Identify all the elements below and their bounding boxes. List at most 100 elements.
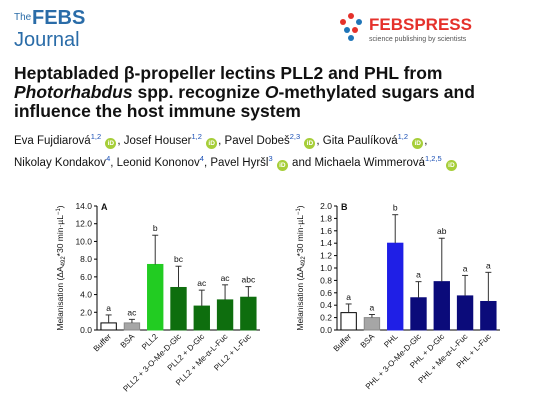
journal-name-label: Journal — [14, 29, 80, 51]
y-label-rest: *30 min·µL — [55, 215, 65, 257]
significance-letter: b — [393, 203, 398, 213]
category-label: BSA — [119, 332, 137, 350]
y-tick-label: 0.4 — [320, 300, 332, 310]
bar — [410, 297, 427, 331]
author-name: Eva Fujdiarová — [14, 134, 91, 147]
y-tick-label: 1.4 — [320, 238, 332, 248]
author-list: Eva Fujdiarová1,2 iD, Josef Houser1,2 iD… — [14, 128, 544, 172]
title-line-3: influence the host immune system — [14, 101, 301, 121]
author-separator: , — [218, 134, 225, 147]
orcid-icon[interactable]: iD — [276, 159, 288, 171]
author-affiliation: 4 — [106, 153, 111, 163]
bar — [480, 300, 497, 331]
significance-letter: a — [346, 292, 351, 302]
febs-press-dots-icon — [340, 13, 362, 41]
title-line-2a: spp. recognize — [132, 82, 265, 102]
author-separator: , — [203, 156, 211, 169]
author-affiliation: 3 — [268, 153, 273, 163]
orcid-icon[interactable]: iD — [412, 137, 424, 149]
bar — [170, 286, 187, 331]
journal-the-label: The — [14, 12, 32, 23]
bar — [240, 296, 257, 331]
title-line-2b: -methylated sugars and — [278, 82, 475, 102]
author-name: Michaela Wimmerová — [314, 156, 425, 169]
y-tick-label: 6.0 — [80, 272, 92, 282]
orcid-icon[interactable]: iD — [206, 137, 218, 149]
category-label: PLL2 — [140, 332, 160, 352]
y-axis-label: Melanisation (ΔA492*30 min·µL−1) — [55, 205, 67, 330]
y-axis-label: Melanisation (ΔA492*30 min·µL−1) — [295, 205, 307, 330]
significance-letter: a — [106, 303, 111, 313]
chart-panel-b: 0.0 0.2 0.4 0.6 0.8 1.0 1.2 1.4 1.6 1.8 2.0 B Melani… — [295, 201, 500, 391]
author-separator: , — [117, 134, 124, 147]
y-tick-label: 8.0 — [80, 254, 92, 264]
title-genus: Photorhabdus — [14, 82, 133, 102]
category-label: PHL — [382, 332, 400, 350]
bar — [147, 263, 164, 331]
febs-press-tagline: science publishing by scientists — [369, 36, 467, 43]
chart-panel-a: 0.0 2.0 4.0 6.0 8.0 10.0 12.0 14.0 A Melanisation… — [55, 201, 260, 394]
author-affiliation: 1,2 — [191, 132, 202, 141]
y-tick-label: 1.0 — [320, 263, 332, 273]
bar — [123, 322, 141, 331]
author-separator: and — [288, 156, 315, 169]
panel-label: B — [341, 202, 348, 212]
author-name: Nikolay Kondakov — [14, 156, 107, 169]
significance-letter: a — [463, 263, 468, 273]
bar — [100, 322, 117, 331]
y-tick-label: 1.2 — [320, 251, 332, 261]
y-label-subscript: 492 — [61, 256, 67, 267]
y-tick-label: 1.6 — [320, 226, 332, 236]
category-label: Buffer — [92, 332, 114, 354]
y-tick-label: 2.0 — [320, 201, 332, 211]
title-line-1: Heptabladed β-propeller lectins PLL2 and… — [14, 63, 443, 83]
author-name: Josef Houser — [123, 134, 192, 147]
bar — [340, 312, 357, 331]
y-tick-label: 0.6 — [320, 288, 332, 298]
bar — [456, 295, 474, 331]
significance-letter: a — [486, 260, 491, 270]
y-tick-label: 0.0 — [320, 325, 332, 335]
author-affiliation: 2,3 — [289, 132, 301, 141]
y-label-end: ) — [55, 205, 65, 208]
author-separator: , — [424, 134, 428, 147]
y-tick-label: 1.8 — [320, 213, 332, 223]
title-o-italic: O — [264, 82, 279, 102]
significance-letter: a — [370, 303, 375, 313]
orcid-icon[interactable]: iD — [304, 137, 316, 149]
orcid-icon[interactable]: iD — [105, 137, 117, 149]
author-name: Pavel Hyršl — [210, 156, 269, 169]
y-tick-label: 0.2 — [320, 313, 332, 323]
febs-press-wordmark: FEBSPRESS — [369, 15, 472, 34]
significance-letter: ac — [127, 307, 137, 317]
article-title: Heptabladed β-propeller lectins PLL2 and… — [14, 64, 544, 121]
significance-letter: b — [153, 223, 158, 233]
y-label-subscript: 492 — [301, 256, 307, 267]
author-affiliation: 1,2 — [397, 132, 409, 141]
orcid-icon[interactable]: iD — [445, 159, 457, 171]
significance-letter: ac — [197, 278, 207, 288]
bar — [433, 281, 450, 331]
y-label-superscript: −1 — [56, 208, 62, 216]
y-label-superscript: −1 — [296, 208, 302, 216]
journal-banner: The FEBS Journal FEBSPRESS science publi… — [0, 0, 560, 60]
author-line-1: Eva Fujdiarová1,2 iD, Josef Houser1,2 iD… — [14, 128, 544, 150]
y-tick-label: 14.0 — [75, 201, 92, 211]
panel-label: A — [101, 202, 108, 212]
significance-letter: bc — [174, 254, 184, 264]
y-tick-label: 12.0 — [75, 219, 92, 229]
y-label-end: ) — [295, 205, 305, 208]
febs-press-logo: FEBSPRESS science publishing by scientis… — [340, 13, 472, 43]
author-name: Leonid Kononov — [116, 156, 200, 169]
y-tick-label: 4.0 — [80, 290, 92, 300]
author-affiliation: 1,2 — [90, 132, 102, 141]
y-tick-label: 0.0 — [80, 325, 92, 335]
significance-letter: abc — [241, 275, 255, 285]
significance-letter: a — [416, 270, 421, 280]
significance-letter: ac — [221, 273, 231, 283]
author-separator: , — [316, 134, 323, 147]
bar — [363, 317, 381, 331]
bar — [387, 242, 404, 331]
author-name: Gita Paulíková — [322, 134, 398, 147]
author-affiliation: 4 — [199, 153, 204, 163]
